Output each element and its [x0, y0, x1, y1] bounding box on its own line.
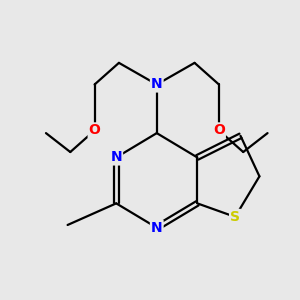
Text: O: O [89, 123, 100, 137]
Text: N: N [110, 150, 122, 164]
Text: O: O [213, 123, 225, 137]
Text: S: S [230, 210, 240, 224]
Text: N: N [151, 221, 163, 235]
Text: N: N [151, 77, 163, 92]
